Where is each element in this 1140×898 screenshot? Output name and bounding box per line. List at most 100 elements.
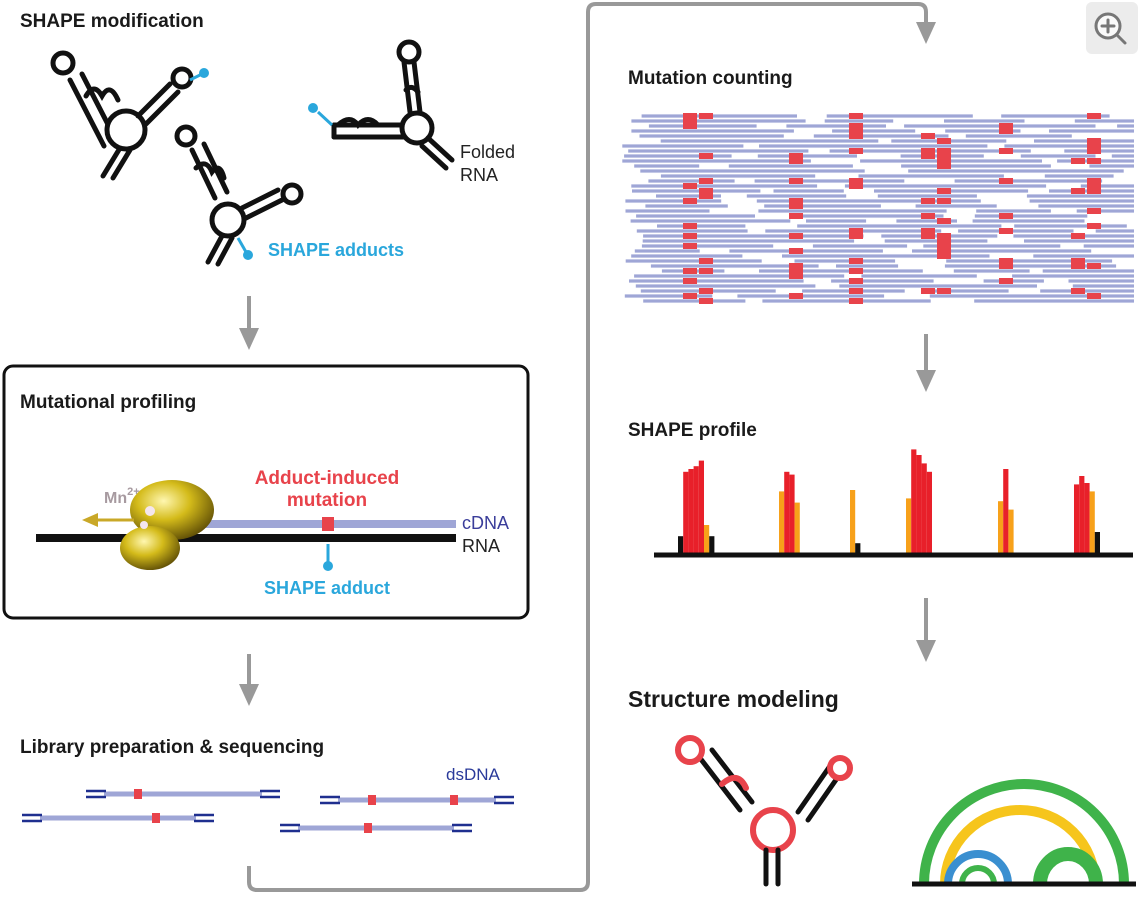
read-mutation-mark	[683, 113, 697, 119]
dsdna-label: dsDNA	[446, 765, 501, 784]
dsdna-mutation-mark	[134, 789, 142, 799]
read-mutation-mark	[937, 218, 951, 224]
read-mutation-mark	[1087, 263, 1101, 269]
read-mutation-mark	[921, 148, 935, 154]
shape-profile-bar	[683, 471, 689, 553]
read-mutation-mark	[789, 233, 803, 239]
flow-arrow-1	[239, 296, 259, 350]
read-mutation-mark	[849, 258, 863, 264]
read-mutation-mark	[937, 253, 951, 259]
read-mutation-mark	[849, 128, 863, 134]
dsdna-mutation-mark	[364, 823, 372, 833]
read-mutation-mark	[849, 113, 863, 119]
shape-profile-bar	[779, 491, 785, 553]
read-mutation-mark	[683, 278, 697, 284]
dsdna-mutation-mark	[152, 813, 160, 823]
read-mutation-mark	[683, 293, 697, 299]
read-mutation-mark	[849, 298, 863, 304]
shape-profile-bar	[789, 474, 795, 553]
step-title-shape-profile: SHAPE profile	[628, 420, 757, 441]
read-mutation-mark	[1071, 158, 1085, 164]
read-mutation-mark	[1087, 148, 1101, 154]
shape-profile-bar	[1003, 469, 1009, 553]
reverse-transcriptase-icon	[120, 480, 214, 570]
read-mutation-mark	[849, 288, 863, 294]
read-mutation-mark	[683, 243, 697, 249]
dsdna-mutation-mark	[368, 795, 376, 805]
shape-profile-bar	[693, 466, 699, 553]
read-mutation-mark	[699, 288, 713, 294]
read-mutation-mark	[921, 228, 935, 234]
shape-adduct-marker-profiling	[323, 544, 333, 571]
read-mutation-mark	[921, 233, 935, 239]
shape-adduct-marker-3	[308, 103, 334, 127]
read-mutation-mark	[1087, 188, 1101, 194]
shape-profile-bar	[1084, 483, 1090, 553]
read-mutation-mark	[937, 243, 951, 249]
read-mutation-mark	[849, 278, 863, 284]
read-mutation-mark	[699, 153, 713, 159]
shape-profile-bar	[921, 463, 927, 553]
flow-connector	[247, 2, 928, 892]
flow-arrow-2	[239, 654, 259, 706]
read-mutation-mark	[789, 153, 803, 159]
read-mutation-mark	[789, 248, 803, 254]
shape-profile-bar	[688, 469, 694, 553]
read-mutation-mark	[789, 273, 803, 279]
read-mutation-mark	[1087, 293, 1101, 299]
read-mutation-mark	[921, 198, 935, 204]
read-mutation-mark	[1071, 258, 1085, 264]
read-mutation-mark	[789, 203, 803, 209]
dsdna-fragments	[22, 789, 514, 833]
read-mutation-mark	[683, 198, 697, 204]
read-mutation-mark	[699, 268, 713, 274]
read-mutation-mark	[937, 148, 951, 154]
shape-profile-bar	[911, 449, 917, 553]
read-mutation-mark	[937, 163, 951, 169]
read-mutation-mark	[789, 293, 803, 299]
shape-profile-bar	[794, 502, 800, 553]
dsdna-mutation-mark	[450, 795, 458, 805]
shape-profile-bar	[998, 501, 1004, 553]
shape-profile-bar	[926, 471, 932, 553]
read-mutation-mark	[849, 183, 863, 189]
step-title-mutation-counting: Mutation counting	[628, 68, 793, 89]
read-mutation-mark	[1087, 223, 1101, 229]
read-mutation-mark	[789, 213, 803, 219]
read-mutation-mark	[921, 133, 935, 139]
read-mutation-mark	[699, 188, 713, 194]
read-mutation-mark	[1071, 263, 1085, 269]
read-mutation-mark	[849, 233, 863, 239]
mn-ion-label: Mn2+	[104, 486, 140, 507]
read-mutation-mark	[849, 178, 863, 184]
read-mutation-mark	[849, 133, 863, 139]
read-mutation-mark	[937, 248, 951, 254]
folded-rna-molecule-1	[50, 50, 194, 181]
read-mutation-mark	[999, 228, 1013, 234]
shape-profile-bar	[916, 455, 922, 553]
cdna-label: cDNA	[462, 513, 509, 533]
zoom-in-button[interactable]	[1086, 2, 1138, 54]
read-mutation-mark	[999, 263, 1013, 269]
folded-rna-molecule-2	[174, 124, 304, 267]
adduct-induced-label-line2: mutation	[287, 490, 367, 511]
folded-rna-label-line2: RNA	[460, 165, 498, 185]
shape-profile-bar	[1074, 484, 1080, 553]
read-mutation-mark	[699, 178, 713, 184]
read-mutation-mark	[789, 198, 803, 204]
read-mutation-mark	[1087, 183, 1101, 189]
read-mutation-mark	[937, 188, 951, 194]
step-title-mutational-profiling: Mutational profiling	[20, 392, 196, 413]
shape-profile-bar	[1089, 491, 1095, 553]
polymerase-direction-arrow	[82, 513, 134, 527]
read-mutation-mark	[921, 288, 935, 294]
read-mutation-mark	[789, 268, 803, 274]
adduct-induced-mutation-mark	[322, 517, 334, 531]
read-mutation-mark	[937, 158, 951, 164]
flow-arrow-3	[916, 334, 936, 392]
step-title-shape-modification: SHAPE modification	[20, 11, 204, 32]
shape-profile-bar	[678, 536, 684, 553]
read-mutation-mark	[699, 113, 713, 119]
shape-profile-bar	[1094, 532, 1100, 553]
